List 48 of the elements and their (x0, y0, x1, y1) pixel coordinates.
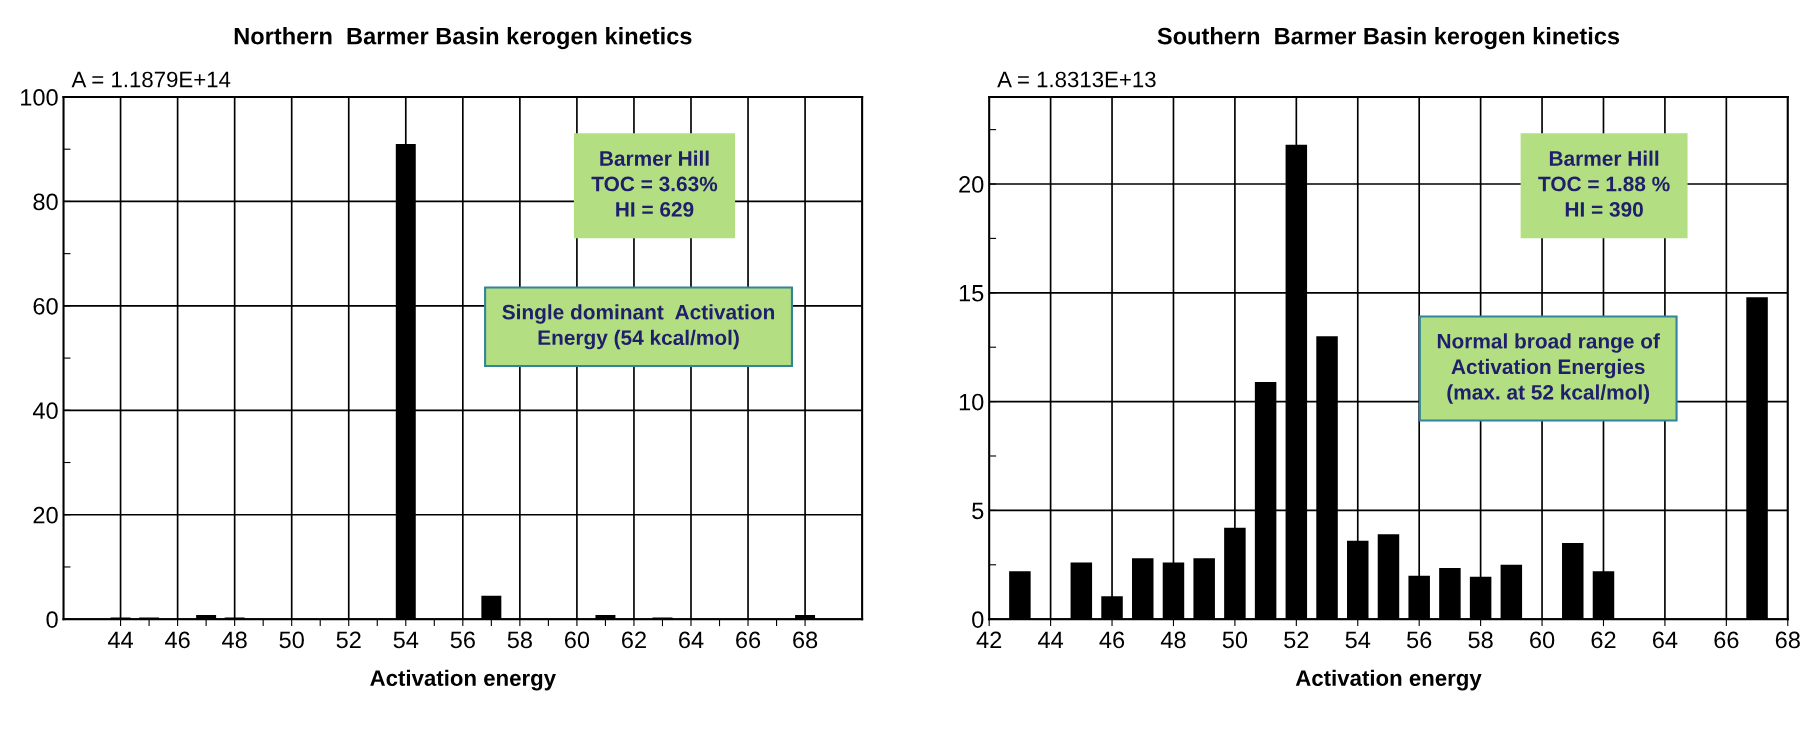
x-axis-title: Activation energy (370, 669, 556, 691)
y-tick-label: 100 (21, 89, 58, 106)
x-tick-label: 46 (165, 631, 190, 649)
x-tick-label: 46 (1099, 631, 1125, 649)
x-tick-label: 64 (1652, 631, 1678, 649)
x-tick-label: 64 (679, 631, 704, 649)
x-tick-label: 50 (279, 631, 304, 649)
annotation: Barmer Hill TOC = 1.88 % HI = 390 (1538, 150, 1670, 217)
x-tick-label: 52 (336, 631, 361, 649)
chart-subtitle: A = 1.8313E+13 (997, 71, 1156, 88)
x-axis-title: Activation energy (1295, 669, 1482, 691)
chart-title: Northern Barmer Basin kerogen kinetics (234, 27, 692, 50)
x-tick-label: 62 (622, 631, 646, 649)
y-tick-label: 60 (33, 297, 58, 315)
x-tick-label: 44 (1038, 631, 1064, 649)
y-tick-label: 15 (959, 285, 984, 302)
x-tick-label: 50 (1222, 631, 1248, 649)
x-tick-label: 60 (564, 631, 590, 649)
x-tick-label: 54 (1345, 631, 1371, 649)
x-tick-label: 58 (1468, 631, 1493, 649)
y-tick-label: 10 (959, 393, 984, 411)
x-tick-label: 60 (1530, 631, 1555, 649)
x-tick-label: 56 (450, 631, 475, 649)
x-tick-label: 44 (107, 631, 134, 649)
x-tick-label: 42 (976, 631, 1002, 649)
x-tick-label: 56 (1407, 631, 1432, 649)
x-tick-label: 66 (1714, 631, 1739, 649)
annotation: Barmer Hill TOC = 3.63% HI = 629 (591, 150, 718, 217)
x-tick-label: 48 (1160, 631, 1186, 649)
y-tick-label: 5 (972, 502, 984, 520)
annotation: Normal broad range of Activation Energies (max. at 52 kcal/mol) (1437, 333, 1660, 404)
x-tick-label: 68 (1775, 631, 1800, 649)
chart-subtitle: A = 1.1879E+14 (71, 71, 231, 88)
x-tick-label: 58 (507, 631, 532, 649)
x-tick-label: 62 (1591, 631, 1616, 649)
x-tick-label: 54 (393, 631, 419, 649)
y-tick-label: 20 (959, 176, 984, 193)
x-tick-label: 68 (793, 631, 818, 649)
x-tick-label: 52 (1284, 631, 1309, 649)
y-tick-label: 0 (46, 611, 58, 628)
y-tick-label: 20 (33, 506, 58, 524)
annotation: Single dominant Activation Energy (54 kcal/mol) (502, 304, 775, 350)
x-tick-label: 66 (736, 631, 761, 649)
y-tick-label: 0 (972, 611, 984, 628)
chart-title: Southern Barmer Basin kerogen kinetics (1157, 27, 1620, 50)
x-tick-label: 48 (222, 631, 247, 649)
y-tick-label: 80 (33, 193, 58, 211)
y-tick-label: 40 (32, 402, 58, 420)
